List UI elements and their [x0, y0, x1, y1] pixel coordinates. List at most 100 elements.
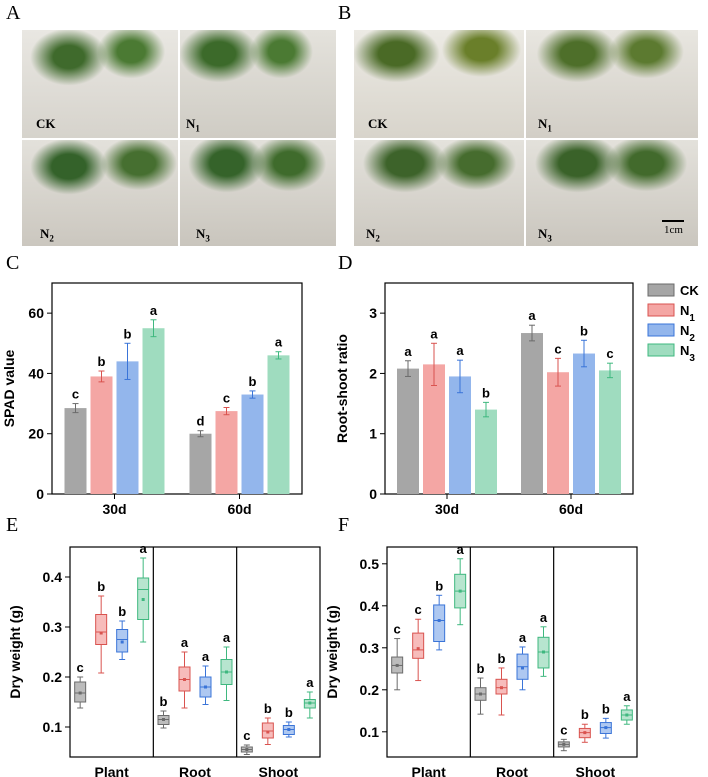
- box-n3-shoot: [303, 699, 316, 709]
- significance-letter: a: [275, 335, 283, 350]
- significance-letter: b: [482, 385, 490, 400]
- significance-letter: a: [306, 675, 314, 690]
- mean-marker: [141, 598, 145, 601]
- mean-marker: [266, 730, 270, 734]
- mean-marker: [162, 718, 165, 721]
- y-axis-label-e: Dry weight (g): [7, 605, 23, 698]
- box-ck-root: [157, 715, 170, 725]
- y-axis-label-c: SPAD value: [1, 350, 17, 428]
- y-tick-label-f: 0.2: [360, 682, 380, 698]
- panel-letter-b: B: [338, 2, 352, 24]
- significance-letter: a: [456, 343, 464, 358]
- bar-n3-30d: [142, 328, 165, 494]
- significance-letter: c: [415, 602, 422, 617]
- y-tick-label-c: 40: [28, 365, 44, 381]
- photo-label: N2: [366, 226, 380, 244]
- box-n1-root: [495, 678, 508, 695]
- box-ck-shoot: [240, 746, 253, 753]
- significance-letter: a: [430, 326, 438, 341]
- mean-marker: [204, 685, 207, 689]
- bar-n1-60d: [547, 372, 569, 494]
- x-tick-label-e: Plant: [95, 764, 130, 777]
- y-tick-label-d: 0: [369, 486, 377, 502]
- legend-label-n3: N3: [680, 343, 695, 364]
- significance-letter: a: [404, 344, 412, 359]
- mean-marker: [78, 691, 82, 695]
- y-tick-label-c: 60: [28, 305, 44, 321]
- legend-swatch-n1: [647, 303, 675, 317]
- photo-label: N1: [186, 116, 200, 134]
- significance-letter: b: [264, 701, 272, 716]
- box-n2-shoot: [282, 725, 295, 735]
- box-n2-root: [199, 676, 212, 698]
- significance-letter: b: [118, 604, 126, 619]
- mean-marker: [479, 692, 482, 696]
- x-tick-label-e: Root: [179, 764, 211, 777]
- significance-letter: c: [554, 341, 561, 356]
- y-tick-label-f: 0.1: [360, 724, 380, 740]
- y-tick-label-e: 0.3: [43, 619, 63, 635]
- photo-b-ck: CK: [354, 30, 524, 138]
- photo-label: CK: [368, 116, 388, 131]
- significance-letter: a: [540, 610, 548, 625]
- box-n2-plant: [433, 604, 446, 643]
- x-tick-label-d: 60d: [559, 501, 583, 517]
- mean-marker: [562, 742, 566, 746]
- bar-n2-30d: [116, 361, 139, 494]
- significance-letter: a: [140, 541, 148, 556]
- box-ck-plant: [74, 681, 87, 703]
- photo-label: CK: [36, 116, 56, 131]
- mean-marker: [120, 640, 124, 644]
- significance-letter: b: [97, 579, 105, 594]
- mean-marker: [542, 650, 545, 654]
- y-tick-label-e: 0.4: [43, 569, 63, 585]
- bar-n2-60d: [241, 394, 264, 494]
- mean-marker: [99, 631, 103, 635]
- significance-letter: c: [77, 660, 84, 675]
- y-axis-label-d: Root-shoot ratio: [334, 334, 350, 443]
- x-tick-label-f: Shoot: [576, 764, 616, 777]
- y-tick-label-f: 0.5: [360, 556, 380, 572]
- box-n3-root: [537, 636, 550, 669]
- box-n2-shoot: [599, 722, 612, 734]
- significance-letter: b: [580, 323, 588, 338]
- box-n1-shoot: [261, 722, 274, 739]
- box-n2-root: [516, 653, 529, 680]
- significance-letter: b: [160, 694, 168, 709]
- photo-a-n1: N1: [180, 30, 336, 138]
- mean-marker: [521, 666, 524, 670]
- photo-a-n3: N3: [180, 140, 336, 246]
- bar-n1-60d: [215, 411, 238, 494]
- photo-b-n3: N3 1cm: [526, 140, 698, 246]
- bar-n3-60d: [599, 370, 621, 494]
- y-axis-label-f: Dry weight (g): [324, 605, 340, 698]
- scale-bar-label: 1cm: [664, 224, 683, 236]
- bar-n3-60d: [267, 355, 290, 494]
- box-n3-root: [220, 659, 233, 685]
- box-n2-plant: [116, 629, 129, 653]
- y-tick-label-d: 2: [369, 365, 377, 381]
- significance-letter: b: [435, 578, 443, 593]
- box-ck-plant: [391, 656, 404, 674]
- significance-letter: a: [181, 635, 189, 650]
- significance-letter: a: [519, 630, 527, 645]
- scale-bar-line: [662, 220, 684, 222]
- panel-letter-a: A: [6, 2, 21, 24]
- mean-marker: [395, 663, 399, 667]
- y-tick-label-d: 1: [369, 426, 377, 442]
- photo-b-n1: N1: [526, 30, 698, 138]
- significance-letter: a: [150, 303, 158, 318]
- panel-letter-c: C: [6, 252, 20, 274]
- bar-n1-30d: [423, 364, 445, 494]
- significance-letter: c: [243, 728, 250, 743]
- y-tick-label-c: 0: [36, 486, 44, 502]
- x-tick-label-f: Plant: [412, 764, 447, 777]
- significance-letter: b: [581, 707, 589, 722]
- box-ck-shoot: [557, 741, 570, 748]
- legend-subscript: 2: [689, 333, 695, 344]
- legend-label-ck: CK: [680, 283, 699, 298]
- y-tick-label-e: 0.2: [43, 669, 63, 685]
- box-ck-root: [474, 687, 487, 701]
- legend-subscript: 1: [689, 313, 695, 324]
- significance-letter: b: [249, 374, 257, 389]
